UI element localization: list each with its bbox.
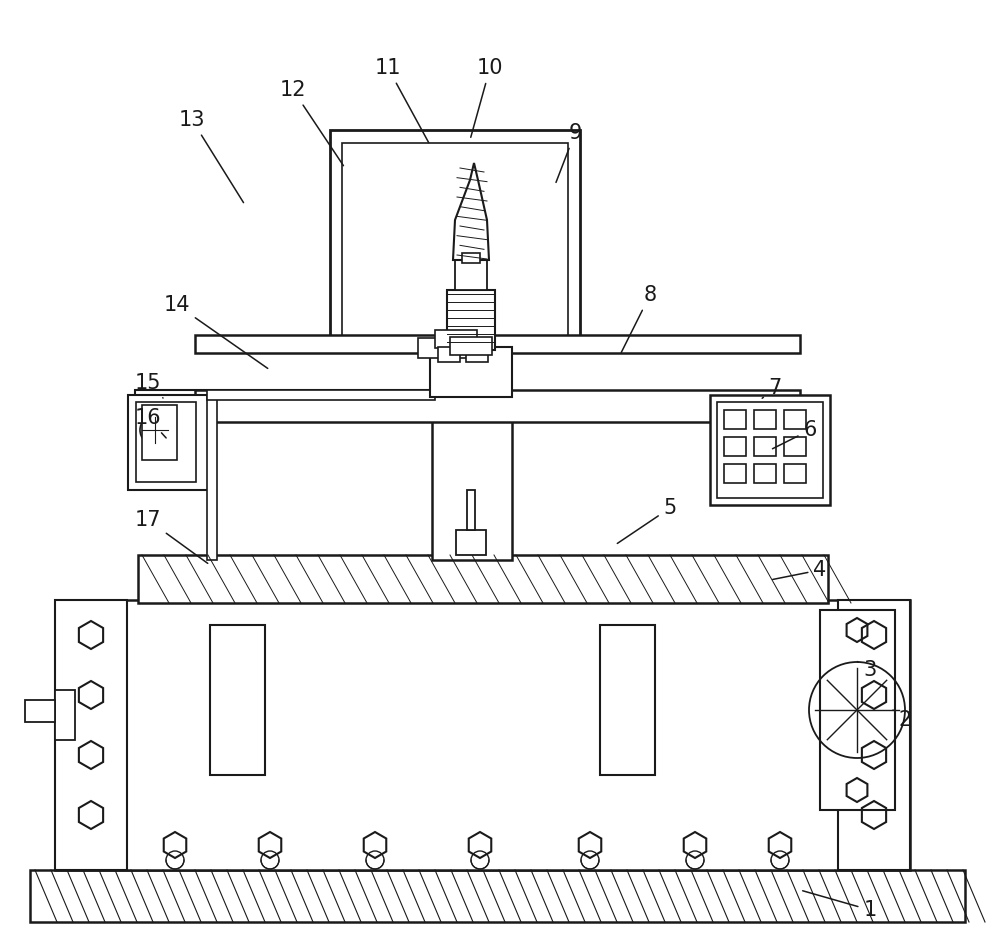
Text: 15: 15 bbox=[135, 373, 163, 398]
Text: 3: 3 bbox=[857, 660, 877, 680]
Text: 6: 6 bbox=[772, 420, 817, 448]
Bar bbox=[462, 253, 480, 263]
Bar bbox=[207, 390, 435, 400]
Bar bbox=[142, 405, 177, 460]
Bar bbox=[456, 530, 486, 555]
Text: 7: 7 bbox=[762, 378, 782, 399]
Text: 11: 11 bbox=[375, 58, 429, 143]
Bar bbox=[600, 625, 655, 775]
Text: 1: 1 bbox=[803, 891, 877, 920]
Bar bbox=[724, 464, 746, 483]
Bar bbox=[754, 410, 776, 429]
Bar bbox=[210, 625, 265, 775]
Bar bbox=[784, 437, 806, 456]
Text: 8: 8 bbox=[621, 285, 657, 352]
Bar bbox=[717, 402, 823, 498]
Bar bbox=[838, 600, 910, 870]
Bar bbox=[195, 335, 800, 353]
Bar bbox=[467, 490, 475, 530]
Bar bbox=[466, 347, 488, 362]
Bar bbox=[138, 555, 828, 603]
Bar bbox=[55, 600, 910, 870]
Polygon shape bbox=[453, 163, 489, 260]
Bar bbox=[30, 870, 965, 922]
Bar bbox=[450, 337, 492, 355]
Bar bbox=[195, 390, 800, 422]
Bar bbox=[136, 402, 196, 482]
Bar bbox=[784, 410, 806, 429]
Bar bbox=[55, 690, 75, 740]
Text: 5: 5 bbox=[617, 498, 677, 543]
Text: 16: 16 bbox=[135, 408, 166, 438]
Bar bbox=[448, 338, 476, 358]
Bar bbox=[820, 610, 895, 810]
Bar bbox=[430, 347, 512, 397]
Bar bbox=[55, 600, 127, 870]
Bar bbox=[754, 437, 776, 456]
Bar bbox=[432, 420, 512, 560]
Text: 10: 10 bbox=[471, 58, 503, 137]
Text: 14: 14 bbox=[164, 295, 268, 368]
Bar bbox=[207, 395, 217, 560]
Text: 4: 4 bbox=[773, 560, 827, 580]
Bar bbox=[128, 395, 211, 490]
Text: 17: 17 bbox=[135, 510, 208, 563]
Bar bbox=[438, 347, 460, 362]
Bar bbox=[710, 395, 830, 505]
Bar bbox=[455, 260, 487, 290]
Bar bbox=[342, 143, 568, 338]
Bar bbox=[447, 290, 495, 350]
Text: 2: 2 bbox=[893, 710, 912, 730]
Bar bbox=[784, 464, 806, 483]
Bar bbox=[724, 437, 746, 456]
Bar bbox=[418, 338, 446, 358]
Bar bbox=[754, 464, 776, 483]
Bar bbox=[25, 700, 55, 722]
Bar bbox=[135, 390, 435, 412]
Bar bbox=[330, 130, 580, 345]
Bar bbox=[724, 410, 746, 429]
Text: 12: 12 bbox=[280, 80, 343, 165]
Bar bbox=[435, 330, 477, 348]
Text: 9: 9 bbox=[556, 123, 582, 182]
Text: 13: 13 bbox=[179, 110, 244, 203]
